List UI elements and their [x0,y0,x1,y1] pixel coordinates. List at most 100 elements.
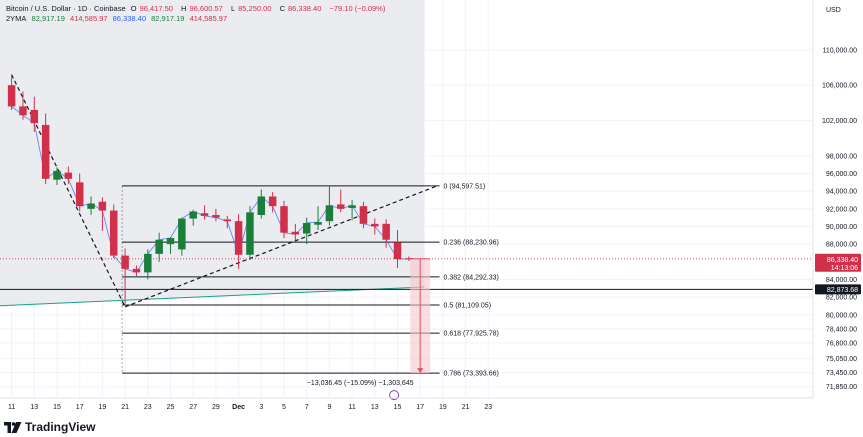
price-axis-label: 106,000.00 [822,83,857,90]
time-axis: 11 13 15 17 19 21 23 25 27 29 Dec 3 5 7 9 11 13 15 17 19 21 2… [8,404,492,411]
candle-body [121,255,129,269]
brand-name: TradingView [25,420,96,434]
time-axis-label: 7 [305,404,309,411]
time-axis-label: 23 [484,404,492,411]
legend-change: −79.10 (−0.09%) [329,4,386,13]
fib-level-label: 0.236 (88,230.96) [444,240,499,247]
time-axis-label: 5 [282,404,286,411]
time-axis-label: 15 [53,404,61,411]
candle-body [98,201,107,211]
fib-level-label: 0.786 (73,393.66) [444,371,499,378]
candle-body [189,211,197,219]
legend-ma-row: 2YMA 82,917.19 414,585.97 86,338.40 82,9… [6,14,388,24]
candle-body [223,219,231,222]
candle-body [132,268,141,273]
time-axis-label: 27 [189,404,197,411]
time-axis-label: 3 [259,404,263,411]
current-price-label: 86,338.40 [827,257,858,264]
candle-body [144,253,152,273]
time-axis-label: 21 [462,404,470,411]
candle-body [200,213,209,216]
ma-value-4: 82,917.19 [151,14,185,23]
candle-body [314,222,322,225]
time-axis-label: 17 [416,404,424,411]
price-axis-label: 90,000.00 [826,224,857,231]
time-axis-label: 11 [348,404,355,411]
time-axis-label: 21 [121,404,129,411]
price-axis-label: 76,800.00 [826,341,857,348]
candle-body [64,172,73,179]
shaded-zone [0,0,425,306]
ma-price-badge [815,284,861,295]
candle-body [19,106,27,116]
price-axis-label: 94,000.00 [826,189,857,196]
candle-body [166,237,175,245]
time-axis-label: 19 [99,404,107,411]
candle-body [155,239,163,254]
ma-value-3: 86,338.40 [112,14,147,23]
candle-body [234,221,243,255]
price-axis-label: 82,000.00 [826,295,857,302]
candle-body [291,231,300,235]
legend-low: L 85,250.00 [230,4,272,13]
chart-background [0,0,425,306]
candle-body [405,258,413,260]
price-axis-label: 88,000.00 [826,242,857,249]
currency-label: USD [826,7,841,14]
ma-label: 2YMA [6,14,27,23]
legend-close: C 86,338.40 [279,4,322,13]
ma-value-2: 414,585.97 [70,14,108,23]
candle-body [110,210,118,256]
event-marker-icon [389,390,400,401]
projection-label: −13,036.45 (−15.09%) −1,303,645 [307,380,414,387]
time-axis-label: 11 [8,404,15,411]
symbol-title: Bitcoin / U.S. Dollar · 1D · Coinbase [6,4,126,13]
time-axis-label: 17 [76,404,84,411]
candle-body [87,203,95,209]
candle-body [30,109,39,124]
candles [7,75,413,306]
ma-price-label: 82,873.68 [827,287,858,294]
price-axis-label: 84,000.00 [826,277,857,284]
fib-level-label: 0.5 (81,109.05) [444,302,491,309]
time-axis-label: Dec [232,404,245,411]
time-axis-label: 25 [167,404,175,411]
candle-body [268,196,277,207]
fib-level-label: 0.618 (77,925.78) [444,331,499,338]
candle-body [393,242,402,260]
price-axis-label: 80,000.00 [826,312,857,319]
drawing-labels: 0 (94,597.51) 0.236 (88,230.96) 0.382 (84,… [307,183,499,401]
candle-body [41,124,50,179]
projection-arrowhead [417,368,424,374]
price-axis-label: 71,850.00 [826,384,857,391]
price-axis-label: 102,000.00 [822,118,857,125]
ma-value-5: 414,585.97 [189,14,228,23]
candle-body [337,204,345,209]
time-axis-label: 15 [394,404,402,411]
fib-level-label: 0 (94,597.51) [444,183,486,190]
time-axis-label: 13 [30,404,38,411]
price-axis-label: 110,000.00 [822,47,857,54]
candle-body [348,205,356,208]
candle-body [53,170,61,180]
candle-body [371,223,379,227]
candle-body [178,218,186,250]
candle-body [7,85,16,107]
candle-body [75,182,84,207]
price-axis-label: 73,450.00 [826,370,857,377]
tradingview-logo: TradingView [4,420,95,434]
fib-level-label: 0.382 (84,292.33) [444,274,499,281]
downtrend-line [11,74,126,308]
price-axis-label: 96,000.00 [826,171,857,178]
time-axis-label: 9 [327,404,331,411]
current-price-badge [815,253,861,272]
time-axis-label: 23 [144,404,152,411]
price-axis-label: 75,050.00 [826,356,857,363]
ma-value-1: 82,917.19 [31,14,65,23]
candle-body [246,212,254,255]
price-axis: 110,000.00 106,000.00 102,000.00 98,000.00 9… [815,47,861,391]
price-axis-label: 78,400.00 [826,326,857,333]
